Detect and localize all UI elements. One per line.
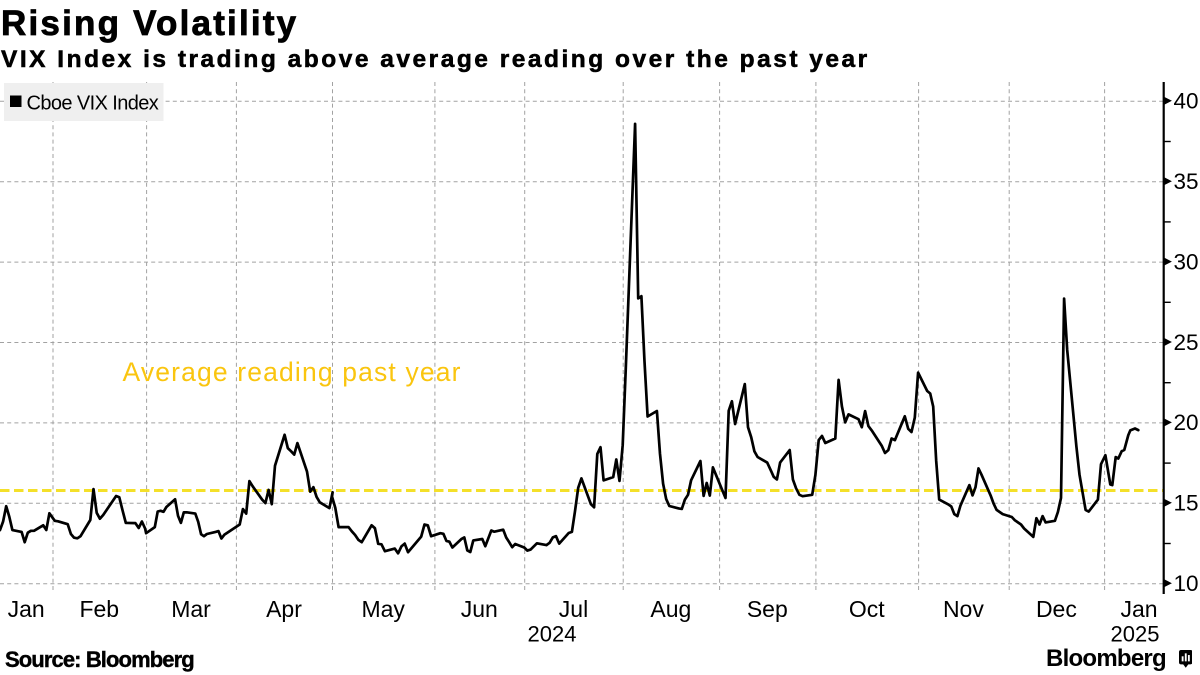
svg-text:Oct: Oct — [849, 596, 885, 622]
svg-text:Aug: Aug — [650, 596, 691, 622]
svg-text:Jul: Jul — [559, 596, 588, 622]
svg-text:Jun: Jun — [461, 596, 498, 622]
svg-text:30: 30 — [1174, 249, 1199, 274]
svg-text:Sep: Sep — [747, 596, 788, 622]
svg-text:Cboe VIX Index: Cboe VIX Index — [27, 93, 159, 115]
svg-text:Jan: Jan — [8, 596, 45, 622]
svg-text:Mar: Mar — [171, 596, 211, 622]
svg-text:Jan: Jan — [1120, 596, 1157, 622]
svg-text:May: May — [361, 596, 405, 622]
svg-text:2025: 2025 — [1111, 622, 1160, 647]
svg-text:2024: 2024 — [528, 622, 577, 647]
svg-text:Apr: Apr — [266, 596, 302, 622]
svg-text:Average reading past year: Average reading past year — [123, 357, 462, 387]
svg-text:Feb: Feb — [79, 596, 119, 622]
svg-text:Dec: Dec — [1036, 596, 1077, 622]
svg-text:20: 20 — [1174, 410, 1199, 435]
svg-text:40: 40 — [1174, 89, 1199, 114]
svg-text:Nov: Nov — [943, 596, 984, 622]
svg-text:15: 15 — [1174, 491, 1199, 516]
svg-text:35: 35 — [1174, 169, 1199, 194]
svg-text:25: 25 — [1174, 330, 1199, 355]
svg-text:10: 10 — [1174, 571, 1199, 596]
